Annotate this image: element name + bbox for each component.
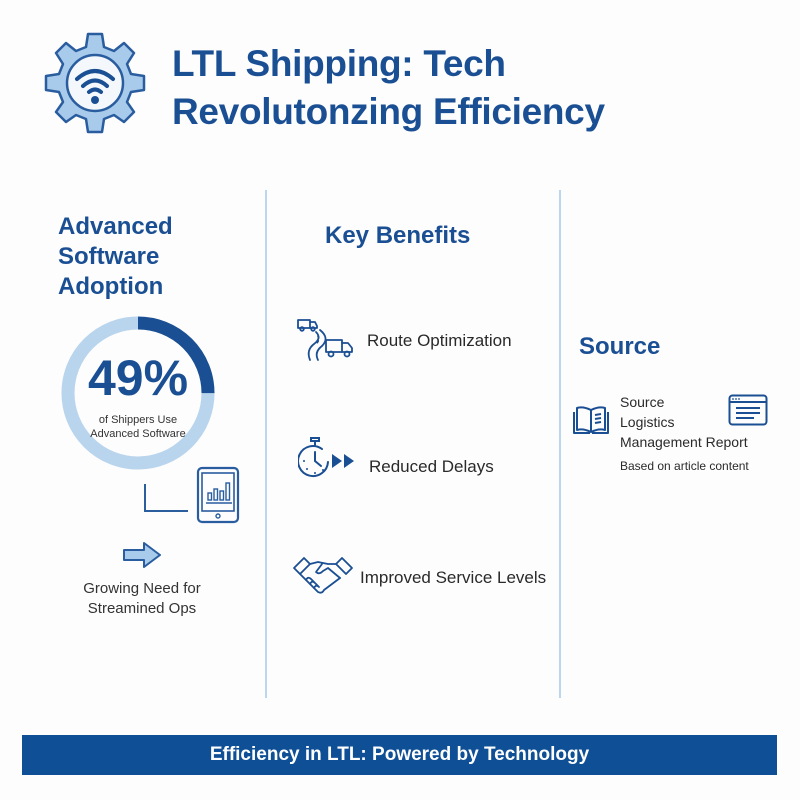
gear-wifi-icon <box>44 32 146 134</box>
stopwatch-fast-forward-icon <box>297 437 354 478</box>
growth-text: Growing Need for Streamined Ops <box>70 579 214 619</box>
source-line-3: Management Report <box>620 434 748 450</box>
arrow-right-icon <box>123 542 161 568</box>
growth-text-line-1: Growing Need for <box>83 580 201 597</box>
stat-value: 49% <box>87 350 189 406</box>
stat-caption-line-2: Advanced Software <box>90 428 186 440</box>
source-heading: Source <box>579 333 661 360</box>
page-title: LTL Shipping: Tech Revolutonzing Efficie… <box>172 40 605 136</box>
benefit-label-service: Improved Service Levels <box>360 568 547 587</box>
adoption-donut-chart <box>61 316 215 470</box>
adoption-heading: Advanced Software Adoption <box>58 212 173 302</box>
adoption-heading-line-2: Software <box>58 243 160 270</box>
source-text: Source Logistics Management Report <box>620 392 748 452</box>
adoption-heading-line-3: Adoption <box>58 273 164 300</box>
title-line-1: LTL Shipping: Tech <box>172 43 506 84</box>
adoption-heading-line-1: Advanced <box>58 213 173 240</box>
benefit-item-route <box>296 318 356 362</box>
benefit-item-delays <box>297 436 360 480</box>
title-line-2: Revolutonzing Efficiency <box>172 91 605 132</box>
benefit-label-route: Route Optimization <box>367 331 512 350</box>
growth-text-line-2: Streamined Ops <box>87 600 197 617</box>
source-line-1: Source <box>620 394 665 410</box>
handshake-icon <box>293 557 353 594</box>
source-line-2: Logistics <box>620 414 675 430</box>
benefits-heading: Key Benefits <box>325 222 471 249</box>
benefit-item-service <box>292 552 354 596</box>
tablet-chart-icon <box>196 466 240 524</box>
footer-banner: Efficiency in LTL: Powered by Technology <box>22 735 777 775</box>
column-divider-left <box>265 190 267 698</box>
open-book-icon <box>573 406 609 434</box>
source-note: Based on article content <box>620 459 749 473</box>
benefit-label-delays: Reduced Delays <box>369 457 494 476</box>
column-divider-right <box>559 190 561 698</box>
browser-document-icon <box>728 394 768 426</box>
route-trucks-icon <box>297 319 353 361</box>
connector-line <box>144 484 188 512</box>
stat-caption: of Shippers Use Advanced Software <box>60 413 216 441</box>
stat-caption-line-1: of Shippers Use <box>98 414 178 426</box>
